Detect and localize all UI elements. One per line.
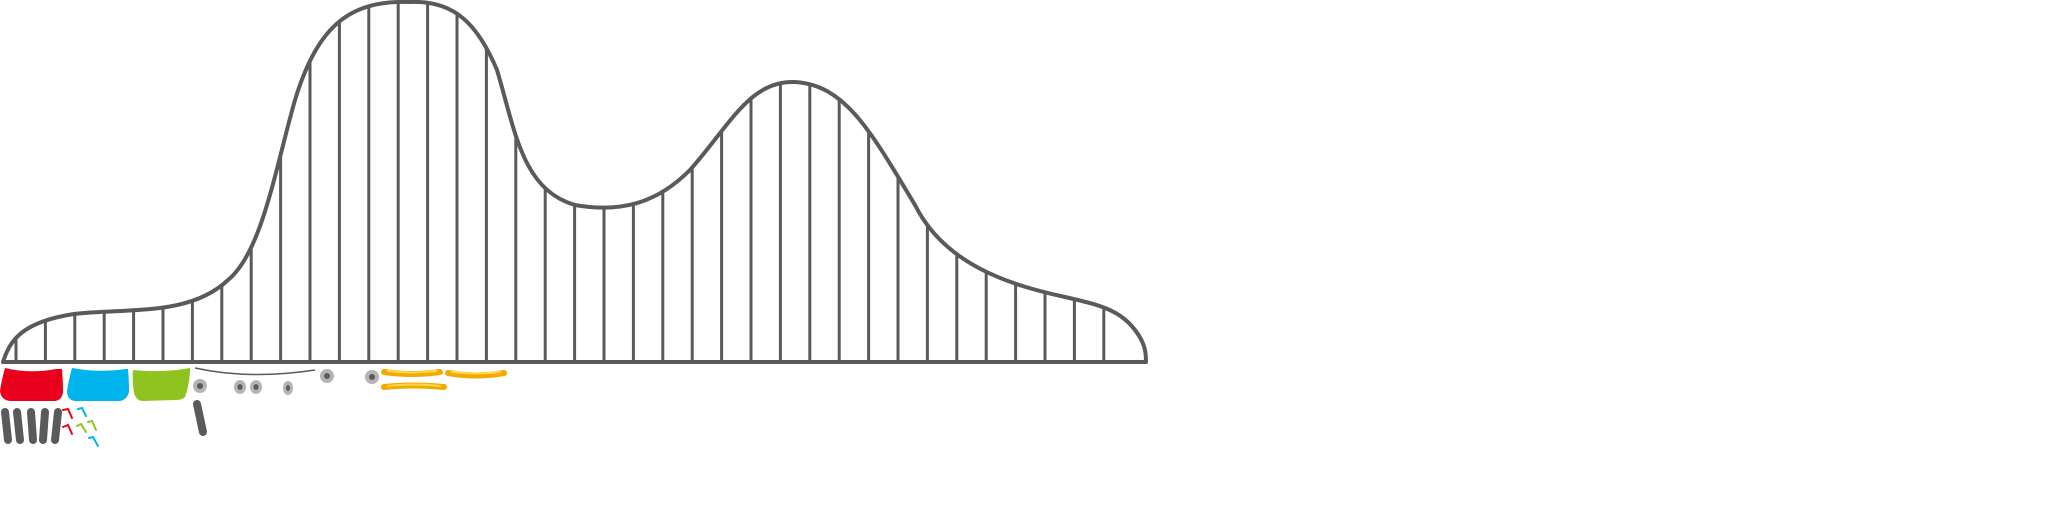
post-bar-icon [1, 400, 207, 444]
wheel-icon [365, 370, 379, 384]
sprite-sheet [0, 367, 507, 447]
wheel-icon [320, 369, 334, 383]
plank-icon [445, 370, 507, 379]
green-cart-icon [132, 368, 190, 401]
blue-cart-icon [67, 368, 129, 401]
track-supports [14, 2, 1106, 362]
seat-clip-icon [62, 406, 99, 447]
rail-strip-icon [194, 367, 316, 376]
wheel-icon [250, 380, 262, 394]
track-rail [1, 0, 1148, 364]
plank-icon [381, 369, 443, 377]
wheel-icon [193, 379, 207, 393]
coaster-track [1, 0, 1148, 364]
wheel-icon [283, 381, 293, 395]
red-cart-icon [0, 368, 63, 401]
wheel-icon [234, 380, 246, 394]
plank-icon [381, 382, 447, 390]
